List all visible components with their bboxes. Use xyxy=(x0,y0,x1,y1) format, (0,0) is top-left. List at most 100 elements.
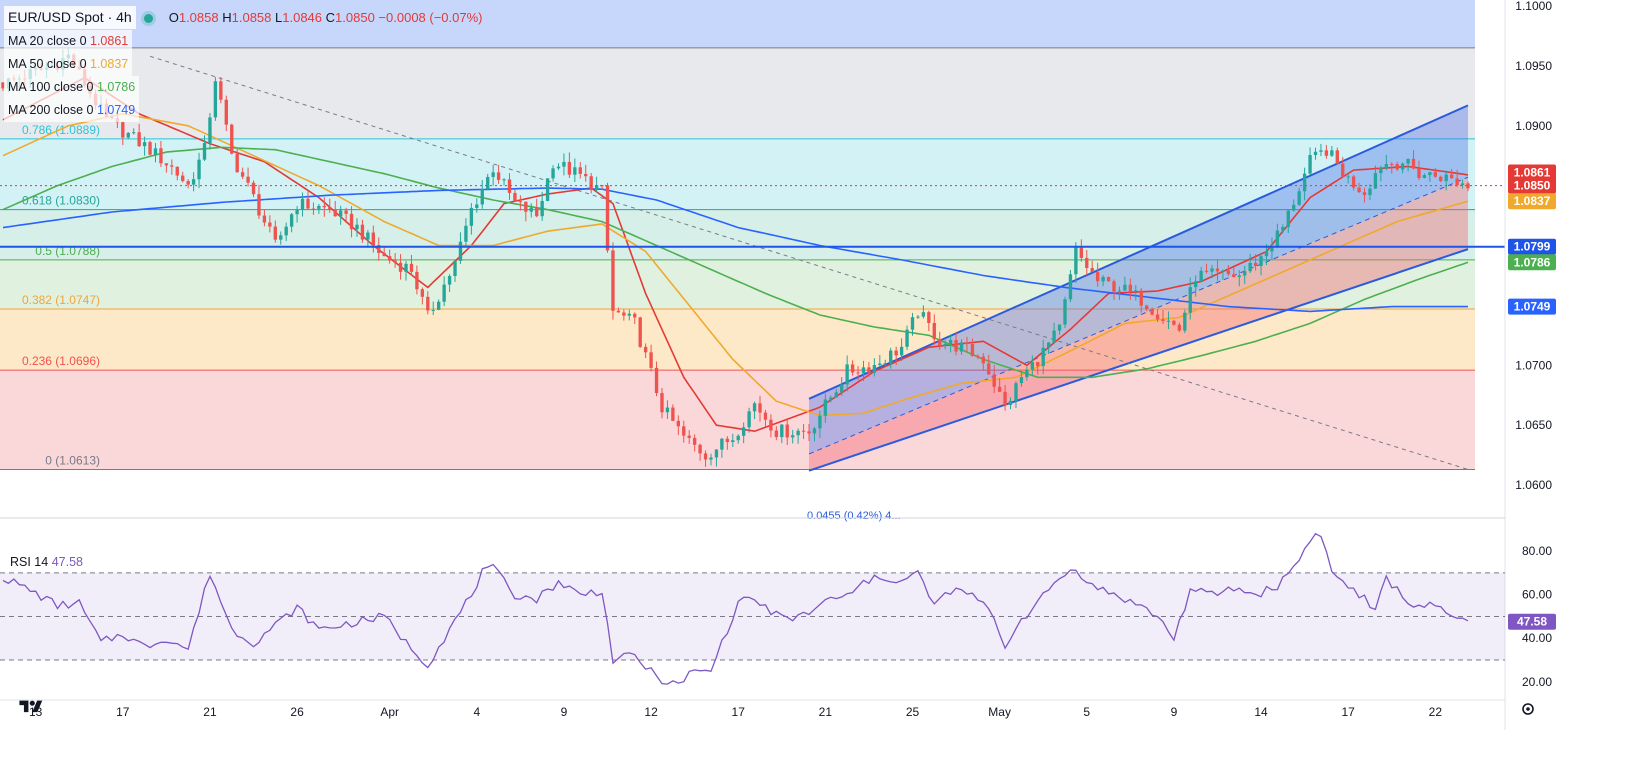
candle-bull xyxy=(1248,262,1252,272)
rsi-legend[interactable]: RSI 14 47.58 xyxy=(10,555,83,569)
candle-bear xyxy=(518,201,523,203)
fib-label: 0.236 (1.0696) xyxy=(22,354,100,368)
candle-bull xyxy=(1308,155,1312,174)
candle-bear xyxy=(1232,274,1236,278)
candle-bear xyxy=(507,179,512,193)
rsi-value-label: 47.58 xyxy=(1517,615,1547,629)
price-tick: 1.0950 xyxy=(1515,59,1552,73)
candle-bear xyxy=(649,352,653,368)
candle-bear xyxy=(371,232,376,246)
candle-bull xyxy=(208,117,212,144)
candle-bull xyxy=(883,363,887,365)
candle-bull xyxy=(366,232,370,240)
candle-bear xyxy=(584,173,588,177)
candle-bear xyxy=(1362,192,1367,196)
indicator-ma50[interactable]: MA 50 close 0 1.0837 xyxy=(4,53,133,76)
symbol-title[interactable]: EUR/USD Spot · 4h xyxy=(4,6,136,29)
candle-bear xyxy=(774,430,779,438)
candle-bear xyxy=(1351,176,1356,188)
candle-bear xyxy=(1390,163,1394,165)
candle-bull xyxy=(899,346,904,356)
candle-bull xyxy=(1259,256,1263,266)
candle-bull xyxy=(317,205,321,209)
price-tick: 1.0600 xyxy=(1515,478,1552,492)
fib-zones xyxy=(0,0,1475,470)
candle-bear xyxy=(600,185,604,187)
time-tick: 17 xyxy=(1342,705,1356,719)
candle-bear xyxy=(349,213,354,230)
candle-bull xyxy=(1134,290,1138,292)
candle-bull xyxy=(1444,174,1448,182)
rsi-value-label-bg xyxy=(1508,613,1556,630)
chart-legend: EUR/USD Spot · 4h O1.0858 H1.0858 L1.0846… xyxy=(4,6,483,122)
open-value: 1.0858 xyxy=(178,10,219,25)
candle-bear xyxy=(1106,277,1111,282)
time-tick: 9 xyxy=(561,705,568,719)
candle-bull xyxy=(1166,320,1171,322)
candle-bear xyxy=(938,339,942,347)
settings-gear-icon[interactable] xyxy=(1522,703,1534,715)
candle-bear xyxy=(387,256,392,261)
candle-bull xyxy=(736,435,740,441)
candle-bear xyxy=(420,289,425,297)
candle-bull xyxy=(453,260,457,276)
time-tick: 4 xyxy=(473,705,480,719)
candle-bear xyxy=(1090,267,1094,273)
candle-bear xyxy=(1226,270,1231,275)
candle-bear xyxy=(725,438,730,443)
candle-bull xyxy=(1183,312,1187,331)
candle-bull xyxy=(709,457,713,460)
candle-bull xyxy=(1286,210,1290,228)
indicator-ma200[interactable]: MA 200 close 0 1.0749 xyxy=(4,99,140,122)
candle-bear xyxy=(682,426,686,436)
candle-bear xyxy=(676,420,680,427)
candle-bear xyxy=(687,435,691,438)
candle-bear xyxy=(535,207,539,217)
candle-bear xyxy=(1095,272,1100,282)
candle-bull xyxy=(545,178,550,201)
close-value: 1.0850 xyxy=(335,10,375,25)
candle-bull xyxy=(861,367,866,374)
price-tick: 1.1000 xyxy=(1515,0,1552,13)
candle-bear xyxy=(306,198,310,209)
candle-bull xyxy=(1101,277,1105,282)
time-axis[interactable]: 13172126Apr4912172125May59141722 xyxy=(0,699,1534,719)
candle-bull xyxy=(1422,175,1427,179)
tradingview-logo-icon[interactable] xyxy=(18,698,44,716)
rsi-tick: 80.00 xyxy=(1522,544,1552,558)
regression-channel[interactable]: 0.0455 (0.42%) 4... xyxy=(807,104,1469,522)
candle-bear xyxy=(328,207,332,210)
candle-bull xyxy=(437,301,441,310)
candle-bear xyxy=(1204,270,1209,272)
channel-mid-line xyxy=(808,176,1469,455)
candlesticks xyxy=(1,46,1470,467)
horizontal-line[interactable] xyxy=(0,185,1505,248)
candle-bull xyxy=(1194,281,1198,288)
candle-bear xyxy=(611,250,615,311)
candle-bull xyxy=(556,166,561,169)
candle-bull xyxy=(491,172,495,177)
candle-bull xyxy=(1319,150,1323,152)
candle-bear xyxy=(393,260,397,263)
time-tick: 22 xyxy=(1429,705,1443,719)
candle-bull xyxy=(469,207,474,226)
price-tick: 1.0650 xyxy=(1515,418,1552,432)
indicator-ma100[interactable]: MA 100 close 0 1.0786 xyxy=(4,76,140,99)
candle-bear xyxy=(398,262,403,272)
candle-bear xyxy=(1,82,5,89)
trendline[interactable] xyxy=(149,55,1469,470)
candle-bull xyxy=(289,214,294,227)
rsi-value: 47.58 xyxy=(51,555,83,569)
candle-bull xyxy=(829,397,833,400)
candle-bear xyxy=(1128,284,1133,292)
candle-bull xyxy=(1014,383,1018,401)
price-label-bg xyxy=(1508,193,1556,210)
candle-bull xyxy=(1188,287,1192,313)
ohlc-readout: O1.0858 H1.0858 L1.0846 C1.0850 −0.0008 … xyxy=(168,10,483,25)
price-axis[interactable]: 1.10001.09501.09001.08501.08001.07501.07… xyxy=(1504,0,1648,763)
candle-bear xyxy=(1466,183,1470,189)
indicator-ma20[interactable]: MA 20 close 0 1.0861 xyxy=(4,30,133,53)
candle-bull xyxy=(1379,168,1383,174)
candle-bull xyxy=(665,407,670,413)
